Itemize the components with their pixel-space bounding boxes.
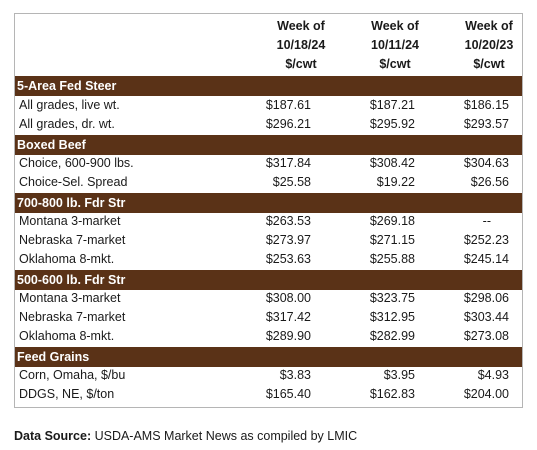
column-header-unit: $/cwt xyxy=(379,57,411,71)
data-source-note: Data Source: USDA-AMS Market News as com… xyxy=(14,429,357,444)
cell-value: $323.75 xyxy=(369,291,415,305)
column-header-unit: $/cwt xyxy=(285,57,317,71)
cell-value: $308.00 xyxy=(265,291,311,305)
section-header-fed-steer: 5-Area Fed Steer xyxy=(15,76,522,96)
column-header-week-label: Week of xyxy=(465,19,513,33)
cell-value: $253.63 xyxy=(265,252,311,266)
row-label: Montana 3-market xyxy=(19,214,121,228)
column-header-date: 10/20/23 xyxy=(464,38,514,52)
column-header-3: Week of 10/20/23 $/cwt xyxy=(451,14,527,78)
row-label: Montana 3-market xyxy=(19,291,121,305)
cell-value: $312.95 xyxy=(369,310,415,324)
column-header-unit: $/cwt xyxy=(473,57,505,71)
cell-value: $186.15 xyxy=(463,98,509,112)
table-row: Nebraska 7-market $273.97 $271.15 $252.2… xyxy=(15,231,522,250)
price-table: Week of 10/18/24 $/cwt Week of 10/11/24 … xyxy=(14,13,523,408)
cell-value: $269.18 xyxy=(369,214,415,228)
cell-value: $165.40 xyxy=(265,387,311,401)
cell-value: $25.58 xyxy=(272,175,311,189)
section-header-boxed-beef: Boxed Beef xyxy=(15,135,522,155)
column-header-date: 10/18/24 xyxy=(276,38,326,52)
table-row: Corn, Omaha, $/bu $3.83 $3.95 $4.93 xyxy=(15,366,522,385)
table-row: Montana 3-market $263.53 $269.18 -- xyxy=(15,212,522,231)
row-label: DDGS, NE, $/ton xyxy=(19,387,115,401)
cell-value: $308.42 xyxy=(369,156,415,170)
cell-value: $19.22 xyxy=(376,175,415,189)
cell-value: $3.95 xyxy=(383,368,415,382)
cell-value: $263.53 xyxy=(265,214,311,228)
cell-value: $293.57 xyxy=(463,117,509,131)
cell-value: $252.23 xyxy=(463,233,509,247)
table-row: Choice-Sel. Spread $25.58 $19.22 $26.56 xyxy=(15,173,522,192)
cell-value: $187.61 xyxy=(265,98,311,112)
section-header-feed-grains: Feed Grains xyxy=(15,347,522,367)
cell-value: $26.56 xyxy=(470,175,509,189)
cell-value: $3.83 xyxy=(279,368,311,382)
column-header-week-label: Week of xyxy=(371,19,419,33)
cell-value: $317.84 xyxy=(265,156,311,170)
cell-value: $204.00 xyxy=(463,387,509,401)
section-header-feeder-700-800: 700-800 lb. Fdr Str xyxy=(15,193,522,213)
cell-value: -- xyxy=(482,214,491,228)
cell-value: $289.90 xyxy=(265,329,311,343)
row-label: Nebraska 7-market xyxy=(19,310,126,324)
cell-value: $273.97 xyxy=(265,233,311,247)
cell-value: $271.15 xyxy=(369,233,415,247)
cell-value: $317.42 xyxy=(265,310,311,324)
table-row: Oklahoma 8-mkt. $253.63 $255.88 $245.14 xyxy=(15,250,522,269)
cell-value: $187.21 xyxy=(369,98,415,112)
column-header-1: Week of 10/18/24 $/cwt xyxy=(263,14,339,78)
cell-value: $303.44 xyxy=(463,310,509,324)
column-header-week-label: Week of xyxy=(277,19,325,33)
table-row: Oklahoma 8-mkt. $289.90 $282.99 $273.08 xyxy=(15,327,522,346)
table-row: Montana 3-market $308.00 $323.75 $298.06 xyxy=(15,289,522,308)
cell-value: $282.99 xyxy=(369,329,415,343)
row-label: Oklahoma 8-mkt. xyxy=(19,329,115,343)
data-source-label: Data Source: xyxy=(14,429,92,443)
cell-value: $162.83 xyxy=(369,387,415,401)
cell-value: $295.92 xyxy=(369,117,415,131)
row-label: Nebraska 7-market xyxy=(19,233,126,247)
column-header-date: 10/11/24 xyxy=(371,38,419,52)
cell-value: $296.21 xyxy=(265,117,311,131)
section-header-feeder-500-600: 500-600 lb. Fdr Str xyxy=(15,270,522,290)
row-label: All grades, dr. wt. xyxy=(19,117,115,131)
cell-value: $4.93 xyxy=(477,368,509,382)
row-label: All grades, live wt. xyxy=(19,98,120,112)
cell-value: $304.63 xyxy=(463,156,509,170)
table-row: All grades, dr. wt. $296.21 $295.92 $293… xyxy=(15,115,522,134)
cell-value: $298.06 xyxy=(463,291,509,305)
row-label: Choice, 600-900 lbs. xyxy=(19,156,134,170)
row-label: Oklahoma 8-mkt. xyxy=(19,252,115,266)
table-row: Nebraska 7-market $317.42 $312.95 $303.4… xyxy=(15,308,522,327)
column-header-2: Week of 10/11/24 $/cwt xyxy=(357,14,433,78)
cell-value: $245.14 xyxy=(463,252,509,266)
row-label: Choice-Sel. Spread xyxy=(19,175,128,189)
cell-value: $255.88 xyxy=(369,252,415,266)
data-source-text: USDA-AMS Market News as compiled by LMIC xyxy=(91,429,358,443)
row-label: Corn, Omaha, $/bu xyxy=(19,368,126,382)
cell-value: $273.08 xyxy=(463,329,509,343)
table-row: DDGS, NE, $/ton $165.40 $162.83 $204.00 xyxy=(15,385,522,404)
table-row: All grades, live wt. $187.61 $187.21 $18… xyxy=(15,96,522,115)
table-row: Choice, 600-900 lbs. $317.84 $308.42 $30… xyxy=(15,154,522,173)
